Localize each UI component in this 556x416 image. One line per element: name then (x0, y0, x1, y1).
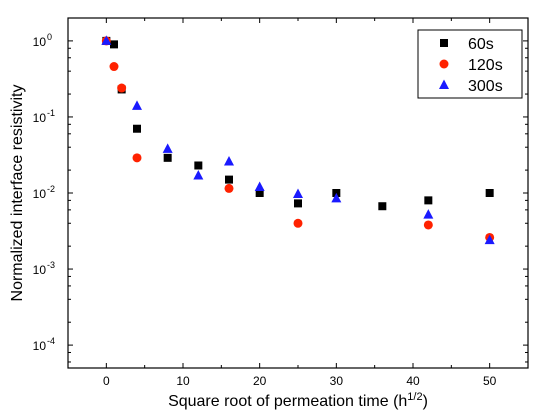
y-tick-label-exponent: -3 (47, 260, 55, 270)
data-point-triangle (293, 188, 303, 199)
data-point-square (225, 175, 233, 184)
y-tick-label: 10 (33, 111, 47, 125)
y-tick-label-exponent: -4 (47, 336, 55, 346)
data-point-triangle (484, 234, 495, 245)
data-point-square (255, 189, 264, 197)
series-120s (101, 36, 495, 242)
x-tick-label: 0 (103, 374, 110, 388)
data-point-triangle (423, 209, 434, 219)
x-tick-label: 50 (483, 374, 497, 388)
x-tick-label: 40 (406, 374, 420, 388)
data-point-square (110, 40, 118, 49)
data-point-triangle (224, 155, 234, 166)
y-tick-label-exponent: -2 (47, 184, 55, 194)
data-point-triangle (331, 192, 342, 203)
x-tick-label: 30 (330, 374, 344, 388)
legend-label: 60s (468, 36, 494, 53)
data-point-square (133, 124, 141, 133)
legend-label: 300s (468, 78, 503, 95)
y-tick-label: 10 (33, 187, 47, 201)
data-point-circle (109, 62, 119, 72)
axis-titles: Square root of permeation time (h1/2) Nor… (9, 85, 428, 410)
x-axis-title: Square root of permeation time (h1/2) (168, 391, 428, 410)
legend-marker-circle (439, 59, 449, 69)
legend-marker-triangle (439, 79, 449, 89)
data-point-circle (117, 83, 127, 93)
data-point-triangle (101, 35, 112, 45)
y-tick-label: 10 (33, 339, 47, 353)
data-point-square (294, 199, 302, 208)
series-300s (101, 35, 495, 245)
data-point-square (194, 161, 203, 170)
data-point-square (163, 153, 172, 162)
data-point-triangle (193, 169, 204, 180)
data-point-square (378, 202, 387, 211)
data-point-triangle (132, 100, 142, 110)
data-point-triangle (254, 181, 265, 191)
data-point-square (485, 189, 494, 197)
legend-box (417, 29, 523, 99)
legend-label: 120s (468, 57, 503, 74)
tick-marks (67, 17, 529, 368)
y-tick-label: 10 (33, 35, 47, 49)
data-point-circle (132, 153, 142, 163)
y-tick-label: 10 (33, 263, 47, 277)
legend: 60s 120s 300s (417, 29, 523, 99)
legend-marker-square (440, 39, 448, 47)
x-tick-label: 20 (253, 374, 267, 388)
data-point-circle (293, 218, 303, 228)
data-point-circle (423, 220, 433, 230)
data-point-square (424, 196, 433, 205)
data-points (101, 35, 495, 245)
x-tick-label: 10 (176, 374, 190, 388)
y-tick-label-exponent: -1 (47, 108, 55, 118)
y-axis-title: Normalized interface resistivity (9, 85, 26, 302)
data-point-circle (224, 183, 234, 193)
y-tick-label-exponent: 0 (47, 32, 52, 42)
data-point-triangle (162, 143, 173, 153)
